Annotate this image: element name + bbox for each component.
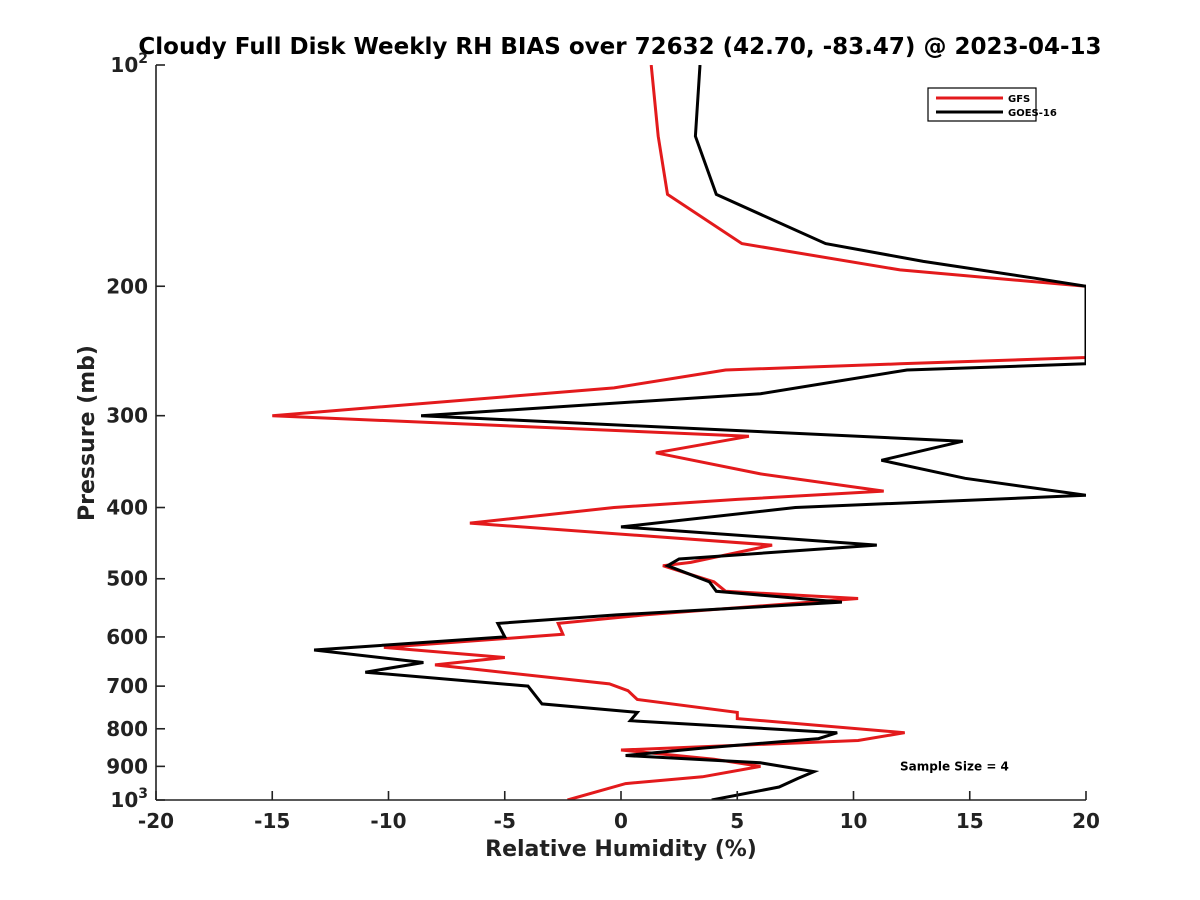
y-tick-base: 200 [106,274,148,298]
x-axis-label: Relative Humidity (%) [485,837,757,862]
y-tick-exponent: 2 [138,51,148,67]
y-tick-label: 800 [106,717,148,741]
y-tick-base: 10 [110,53,138,77]
sample-size-annotation: Sample Size = 4 [900,759,1009,773]
y-tick-label: 900 [106,754,148,778]
y-tick-label: 600 [106,625,148,649]
x-tick-label: 5 [730,809,744,833]
y-tick-base: 600 [106,625,148,649]
x-tick-label: 15 [956,809,984,833]
x-tick-label: -5 [494,809,516,833]
x-tick-label: 20 [1072,809,1100,833]
y-tick-label: 400 [106,496,148,520]
y-tick-base: 400 [106,496,148,520]
x-tick-label: -10 [370,809,406,833]
y-tick-label: 200 [106,274,148,298]
y-tick-exponent: 3 [138,786,148,802]
y-tick-base: 700 [106,674,148,698]
plot-area: -20 -15 -10 -5 0 5 10 15 20102200300400500600700… [106,51,1100,833]
legend-items: GFS GOES-16 [936,94,1057,119]
legend-label-gfs: GFS [1008,94,1030,105]
y-tick-base: 900 [106,754,148,778]
x-tick-label: -15 [254,809,290,833]
y-tick-label: 500 [106,567,148,591]
legend [927,87,1037,122]
x-tick-label: -20 [138,809,174,833]
series-line-gfs [272,65,1086,800]
y-axis-label: Pressure (mb) [75,345,100,521]
y-tick-base: 800 [106,717,148,741]
y-tick-base: 500 [106,567,148,591]
y-tick-label: 103 [110,786,148,812]
y-tick-base: 10 [110,788,138,812]
y-tick-base: 300 [106,404,148,428]
legend-label-goes-16: GOES-16 [1008,108,1057,119]
series-line-goes-16 [313,65,1086,800]
y-tick-label: 102 [110,51,148,77]
chart-title: Cloudy Full Disk Weekly RH BIAS over 726… [138,34,1101,60]
x-tick-label: 0 [614,809,628,833]
y-tick-label: 700 [106,674,148,698]
y-tick-label: 300 [106,404,148,428]
x-tick-label: 10 [840,809,868,833]
